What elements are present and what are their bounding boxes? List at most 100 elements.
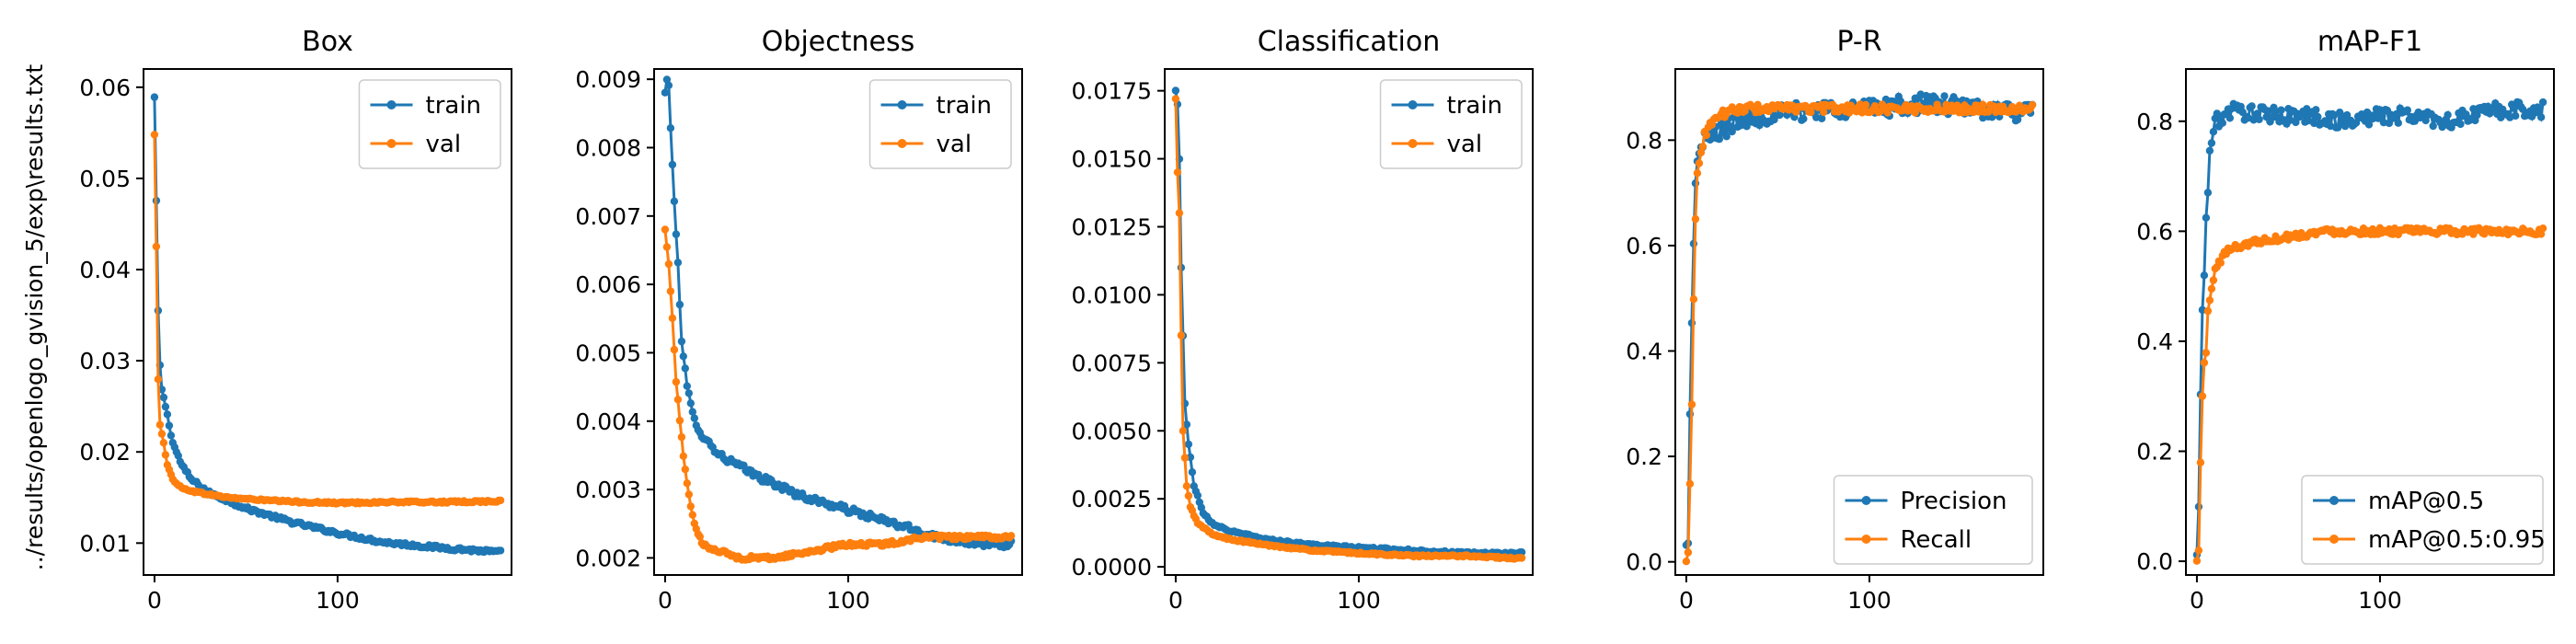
data-point bbox=[1184, 440, 1193, 449]
axes-frame bbox=[653, 68, 1023, 576]
legend-marker bbox=[1861, 535, 1871, 544]
data-point bbox=[683, 382, 691, 390]
data-point bbox=[2268, 113, 2276, 122]
data-point bbox=[165, 421, 174, 430]
y-tick-label: 0.0150 bbox=[1072, 146, 1152, 173]
x-tick-label: 100 bbox=[316, 587, 360, 614]
y-tick-label: 0.004 bbox=[575, 408, 641, 435]
data-point bbox=[2200, 359, 2209, 367]
data-point bbox=[662, 75, 672, 84]
data-point bbox=[2342, 110, 2352, 120]
legend: Precision Recall bbox=[1833, 475, 2033, 565]
data-point bbox=[1682, 558, 1691, 566]
y-tick-label: 0.0025 bbox=[1072, 486, 1152, 512]
data-point bbox=[661, 88, 670, 97]
series-map-0-5 bbox=[2192, 98, 2547, 559]
data-point bbox=[2421, 116, 2430, 125]
legend-label: train bbox=[426, 92, 482, 120]
data-point bbox=[677, 432, 686, 442]
data-point bbox=[675, 300, 684, 309]
data-point bbox=[2013, 115, 2022, 124]
subplot-title: Box bbox=[302, 26, 353, 58]
data-point bbox=[2205, 146, 2214, 155]
data-point bbox=[677, 337, 686, 346]
data-point bbox=[2334, 123, 2342, 132]
data-point bbox=[159, 439, 168, 447]
data-point bbox=[2202, 213, 2211, 222]
y-tick-label: 0.8 bbox=[2136, 109, 2173, 135]
legend-marker bbox=[1861, 496, 1871, 505]
data-point bbox=[1953, 101, 1961, 109]
data-point bbox=[1984, 108, 1993, 116]
series-recall bbox=[1682, 98, 2037, 566]
subplot-pr: P-R 0 100 0.0 0.2 0.4 0.6 0.8 Precision Recall bbox=[1626, 26, 2044, 614]
legend-marker bbox=[897, 100, 907, 109]
data-point bbox=[150, 93, 159, 101]
y-tick-label: 0.8 bbox=[1626, 127, 1662, 154]
data-point bbox=[2364, 121, 2374, 129]
data-point bbox=[1807, 108, 1815, 117]
data-point bbox=[670, 197, 679, 205]
data-point bbox=[2255, 115, 2263, 123]
data-point bbox=[668, 314, 677, 322]
data-point bbox=[1171, 95, 1180, 103]
data-point bbox=[1696, 148, 1706, 156]
data-point bbox=[2456, 120, 2465, 129]
data-point bbox=[2203, 306, 2213, 316]
y-tick-label: 0.6 bbox=[1626, 233, 1662, 259]
data-point bbox=[496, 496, 505, 505]
data-point bbox=[672, 377, 681, 386]
y-tick-label: 0.0 bbox=[2136, 548, 2173, 575]
data-point bbox=[1171, 86, 1180, 95]
data-point bbox=[1182, 482, 1191, 490]
data-point bbox=[1911, 109, 1919, 117]
y-tick-label: 0.03 bbox=[79, 348, 131, 374]
y-tick-label: 0.4 bbox=[1626, 339, 1662, 365]
data-point bbox=[1695, 159, 1704, 167]
y-tick-label: 0.0 bbox=[1626, 549, 1662, 576]
legend-marker bbox=[1408, 100, 1418, 109]
data-point bbox=[1715, 135, 1724, 144]
data-point bbox=[1184, 491, 1193, 500]
legend-marker bbox=[2329, 496, 2339, 505]
y-tick-label: 0.06 bbox=[79, 75, 131, 101]
data-point bbox=[673, 259, 683, 267]
data-point bbox=[2203, 189, 2213, 197]
data-point bbox=[1970, 108, 1978, 117]
data-point bbox=[664, 81, 673, 90]
data-point bbox=[673, 396, 683, 404]
data-point bbox=[157, 430, 167, 438]
data-point bbox=[2512, 111, 2520, 121]
data-point bbox=[679, 352, 687, 361]
data-point bbox=[1818, 114, 1826, 122]
legend-frame bbox=[2301, 475, 2544, 565]
data-point bbox=[2248, 102, 2256, 110]
data-point bbox=[2538, 224, 2547, 233]
data-point bbox=[1861, 100, 1870, 109]
y-tick-label: 0.006 bbox=[575, 271, 641, 298]
data-point bbox=[684, 490, 693, 499]
data-point bbox=[1693, 169, 1702, 178]
data-point bbox=[2292, 118, 2300, 127]
data-point bbox=[1193, 491, 1202, 500]
data-point bbox=[688, 408, 696, 416]
data-point bbox=[1179, 427, 1188, 435]
axes-frame bbox=[143, 68, 512, 576]
data-point bbox=[2473, 110, 2481, 120]
data-point bbox=[1006, 532, 1016, 540]
x-tick-label: 100 bbox=[2358, 587, 2402, 614]
data-point bbox=[154, 375, 163, 384]
data-point bbox=[1182, 420, 1191, 429]
data-point bbox=[1770, 115, 1778, 124]
data-point bbox=[666, 124, 675, 132]
data-point bbox=[679, 452, 687, 460]
x-tick-label: 100 bbox=[1337, 587, 1381, 614]
data-point bbox=[174, 452, 182, 460]
x-tick-label: 100 bbox=[1847, 587, 1892, 614]
data-point bbox=[1896, 97, 1904, 106]
data-point bbox=[2194, 546, 2203, 555]
y-tick-label: 0.005 bbox=[575, 339, 641, 366]
legend-label: val bbox=[937, 131, 972, 158]
subplot-classification: Classification 0 100 0.0000 0.0025 0.0050 0.0… bbox=[1072, 26, 1534, 614]
